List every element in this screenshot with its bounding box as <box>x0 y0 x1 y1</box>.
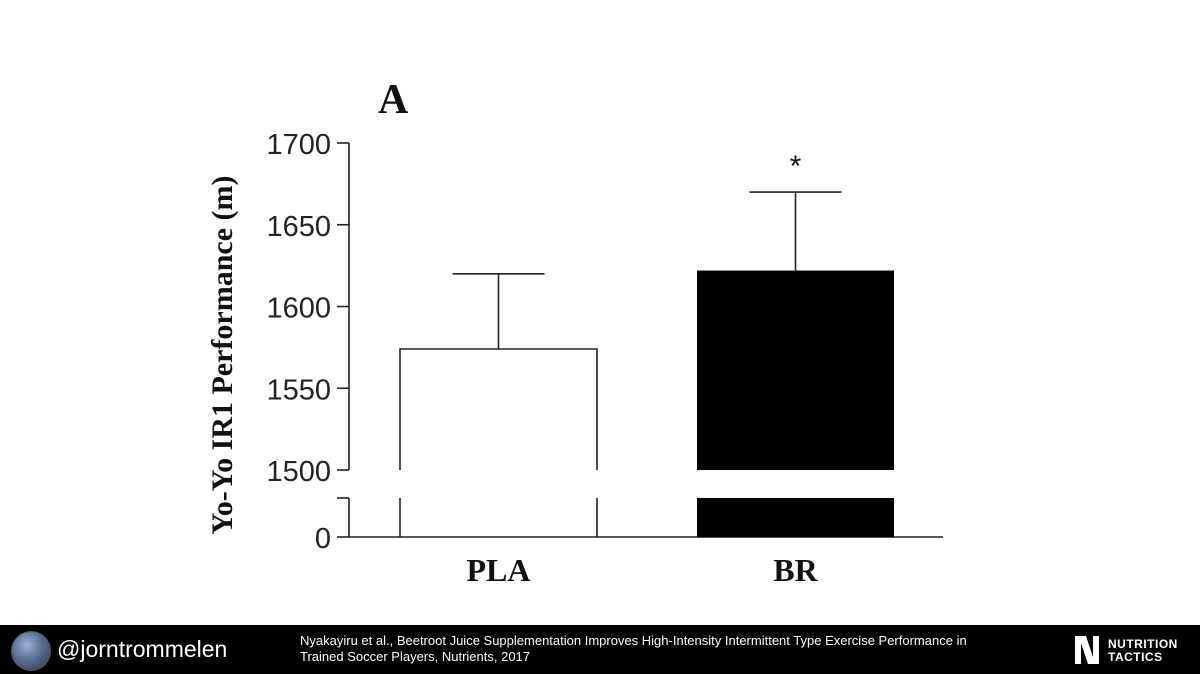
y-tick-label-1700: 1700 <box>266 129 331 161</box>
bars <box>399 270 894 537</box>
y-tick-labels: 1500 1550 1600 1650 1700 0 <box>266 129 331 555</box>
twitter-handle: @jorntrommelen <box>57 636 228 662</box>
bar-pla <box>399 348 598 470</box>
x-tick-label-br: BR <box>773 552 818 588</box>
logo-line-1: NUTRITION <box>1108 637 1178 651</box>
y-tick-label-1550: 1550 <box>266 374 331 406</box>
bar-br <box>697 270 894 470</box>
y-axis-label: Yo-Yo IR1 Performance (m) <box>206 175 239 534</box>
significance-markers: * <box>790 150 802 183</box>
y-tick-label-0: 0 <box>315 523 331 555</box>
significance-star-br: * <box>790 150 802 183</box>
citation: Nyakayiru et al., Beetroot Juice Supplem… <box>300 633 1040 665</box>
avatar <box>11 631 51 671</box>
bar-br-lower <box>697 498 894 537</box>
bar-chart: A Yo-Yo IR1 Performance (m) 1500 1550 1600… <box>206 77 943 588</box>
logo-n-icon <box>1075 636 1099 664</box>
footer-bar: @jorntrommelen Nyakayiru et al., Beetroo… <box>0 625 1200 674</box>
citation-line-1: Nyakayiru et al., Beetroot Juice Supplem… <box>300 633 967 648</box>
x-tick-label-pla: PLA <box>467 552 531 588</box>
logo-line-2: TACTICS <box>1108 650 1163 664</box>
y-tick-label-1650: 1650 <box>266 211 331 243</box>
bar-pla-lower <box>399 498 598 537</box>
error-bars <box>452 191 842 350</box>
nutrition-tactics-logo: NUTRITION TACTICS <box>1072 633 1192 667</box>
x-tick-labels: PLA BR <box>467 552 819 588</box>
citation-line-2: Trained Soccer Players, Nutrients, 2017 <box>300 649 531 664</box>
panel-label: A <box>378 77 409 123</box>
y-tick-label-1500: 1500 <box>266 456 331 488</box>
y-tick-label-1600: 1600 <box>266 293 331 325</box>
logo-text: NUTRITION TACTICS <box>1108 638 1178 664</box>
